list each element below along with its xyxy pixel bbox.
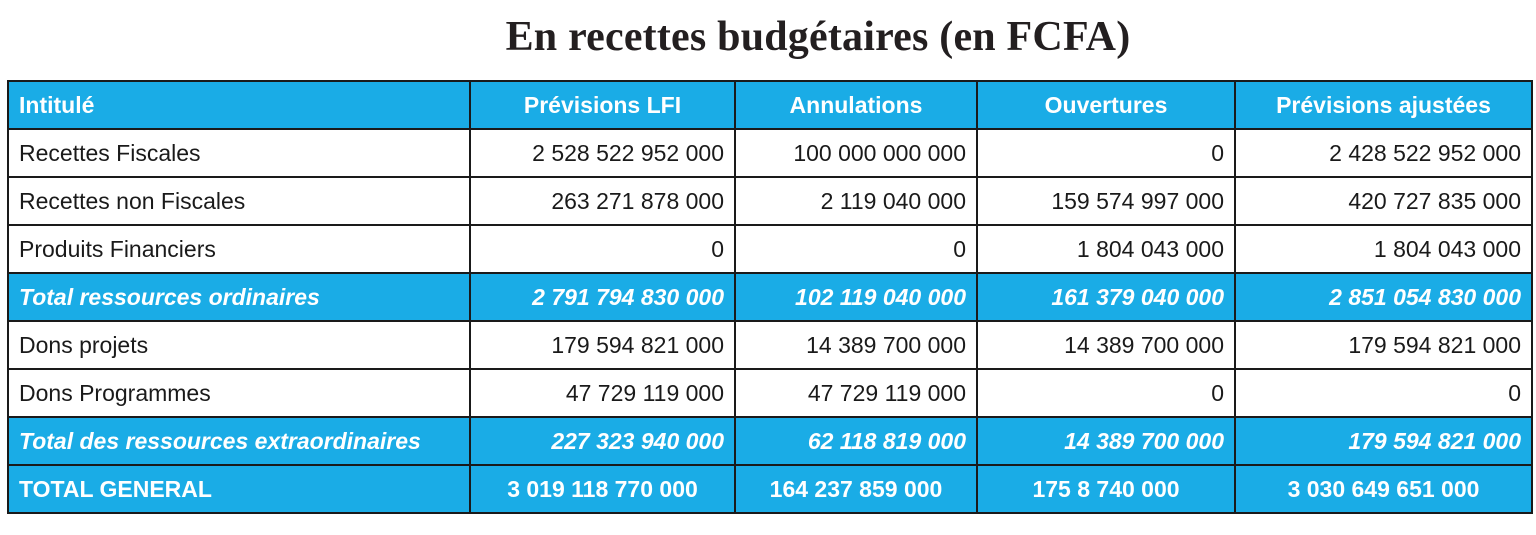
- cell-ouvertures: 14 389 700 000: [976, 320, 1236, 370]
- row-label: Dons projets: [7, 320, 471, 370]
- cell-previsions-ajustees: 3 030 649 651 000: [1234, 464, 1533, 514]
- table-total-row: Total des ressources extraordinaires 227…: [7, 416, 1533, 466]
- table-row: Produits Financiers 0 0 1 804 043 000 1 …: [7, 224, 1533, 274]
- cell-ouvertures: 1 804 043 000: [976, 224, 1236, 274]
- page-title: En recettes budgétaires (en FCFA): [505, 14, 1131, 60]
- cell-annulations: 62 118 819 000: [734, 416, 978, 466]
- row-label: Dons Programmes: [7, 368, 471, 418]
- table-row: Dons projets 179 594 821 000 14 389 700 …: [7, 320, 1533, 370]
- table-header-row: Intitulé Prévisions LFI Annulations Ouve…: [7, 80, 1533, 130]
- cell-annulations: 100 000 000 000: [734, 128, 978, 178]
- cell-previsions-lfi: 3 019 118 770 000: [469, 464, 736, 514]
- cell-annulations: 102 119 040 000: [734, 272, 978, 322]
- cell-previsions-lfi: 263 271 878 000: [469, 176, 736, 226]
- cell-previsions-ajustees: 420 727 835 000: [1234, 176, 1533, 226]
- cell-ouvertures: 0: [976, 368, 1236, 418]
- cell-annulations: 2 119 040 000: [734, 176, 978, 226]
- cell-previsions-ajustees: 179 594 821 000: [1234, 320, 1533, 370]
- cell-previsions-ajustees: 179 594 821 000: [1234, 416, 1533, 466]
- budget-table: Intitulé Prévisions LFI Annulations Ouve…: [7, 80, 1533, 514]
- header-annulations: Annulations: [734, 80, 978, 130]
- cell-previsions-lfi: 179 594 821 000: [469, 320, 736, 370]
- table-row: Recettes non Fiscales 263 271 878 000 2 …: [7, 176, 1533, 226]
- cell-previsions-lfi: 0: [469, 224, 736, 274]
- table-row: Recettes Fiscales 2 528 522 952 000 100 …: [7, 128, 1533, 178]
- cell-annulations: 47 729 119 000: [734, 368, 978, 418]
- table-total-row: Total ressources ordinaires 2 791 794 83…: [7, 272, 1533, 322]
- header-ouvertures: Ouvertures: [976, 80, 1236, 130]
- header-previsions-ajustees: Prévisions ajustées: [1234, 80, 1533, 130]
- row-label: Produits Financiers: [7, 224, 471, 274]
- cell-ouvertures: 161 379 040 000: [976, 272, 1236, 322]
- cell-previsions-ajustees: 0: [1234, 368, 1533, 418]
- cell-annulations: 14 389 700 000: [734, 320, 978, 370]
- header-previsions-lfi: Prévisions LFI: [469, 80, 736, 130]
- table-row: Dons Programmes 47 729 119 000 47 729 11…: [7, 368, 1533, 418]
- table-grand-total-row: TOTAL GENERAL 3 019 118 770 000 164 237 …: [7, 464, 1533, 514]
- row-label: Total ressources ordinaires: [7, 272, 471, 322]
- row-label: Total des ressources extraordinaires: [7, 416, 471, 466]
- cell-ouvertures: 159 574 997 000: [976, 176, 1236, 226]
- cell-ouvertures: 0: [976, 128, 1236, 178]
- cell-previsions-lfi: 2 528 522 952 000: [469, 128, 736, 178]
- row-label: Recettes non Fiscales: [7, 176, 471, 226]
- cell-previsions-ajustees: 1 804 043 000: [1234, 224, 1533, 274]
- cell-ouvertures: 14 389 700 000: [976, 416, 1236, 466]
- cell-previsions-lfi: 2 791 794 830 000: [469, 272, 736, 322]
- cell-previsions-lfi: 47 729 119 000: [469, 368, 736, 418]
- row-label: TOTAL GENERAL: [7, 464, 471, 514]
- cell-annulations: 164 237 859 000: [734, 464, 978, 514]
- cell-previsions-ajustees: 2 428 522 952 000: [1234, 128, 1533, 178]
- row-label: Recettes Fiscales: [7, 128, 471, 178]
- header-intitule: Intitulé: [7, 80, 471, 130]
- cell-annulations: 0: [734, 224, 978, 274]
- cell-previsions-ajustees: 2 851 054 830 000: [1234, 272, 1533, 322]
- cell-ouvertures: 175 8 740 000: [976, 464, 1236, 514]
- cell-previsions-lfi: 227 323 940 000: [469, 416, 736, 466]
